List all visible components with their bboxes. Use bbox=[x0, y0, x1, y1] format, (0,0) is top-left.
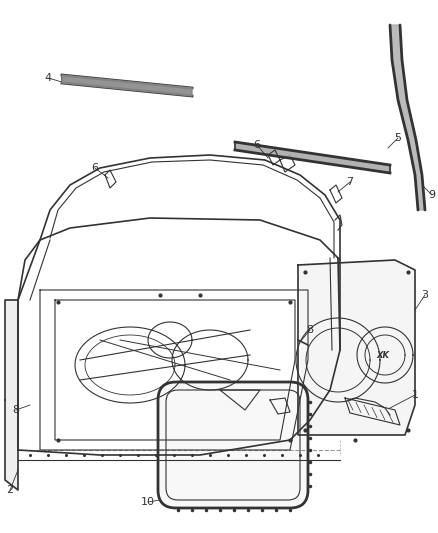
Text: 6: 6 bbox=[254, 140, 261, 150]
Text: 4: 4 bbox=[44, 73, 52, 83]
Polygon shape bbox=[298, 260, 415, 435]
Text: 3: 3 bbox=[421, 290, 428, 300]
Text: 2: 2 bbox=[7, 485, 14, 495]
Polygon shape bbox=[5, 300, 18, 490]
Text: 10: 10 bbox=[141, 497, 155, 507]
Text: 7: 7 bbox=[346, 177, 353, 187]
FancyBboxPatch shape bbox=[158, 382, 308, 508]
Text: 5: 5 bbox=[395, 133, 402, 143]
Text: 8: 8 bbox=[12, 405, 20, 415]
Text: 6: 6 bbox=[92, 163, 99, 173]
Polygon shape bbox=[390, 25, 425, 210]
Text: 8: 8 bbox=[307, 325, 314, 335]
Polygon shape bbox=[62, 75, 192, 96]
Text: 1: 1 bbox=[411, 390, 418, 400]
Polygon shape bbox=[235, 142, 390, 173]
Text: 9: 9 bbox=[428, 190, 435, 200]
Text: XK: XK bbox=[377, 351, 389, 359]
